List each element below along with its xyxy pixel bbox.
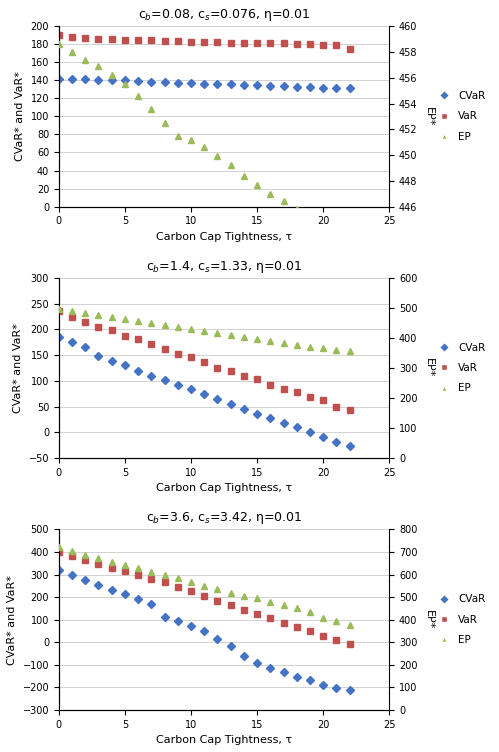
Y-axis label: EP*: EP* <box>424 107 434 126</box>
Y-axis label: CVaR* and VaR*: CVaR* and VaR* <box>7 575 17 665</box>
X-axis label: Carbon Cap Tightness, τ: Carbon Cap Tightness, τ <box>156 484 292 493</box>
Y-axis label: CVaR* and VaR*: CVaR* and VaR* <box>13 323 23 413</box>
X-axis label: Carbon Cap Tightness, τ: Carbon Cap Tightness, τ <box>156 232 292 242</box>
Y-axis label: EP*: EP* <box>424 610 434 629</box>
Title: c$_{b}$=1.4, c$_{s}$=1.33, η=0.01: c$_{b}$=1.4, c$_{s}$=1.33, η=0.01 <box>146 259 302 274</box>
Title: c$_{b}$=0.08, c$_{s}$=0.076, η=0.01: c$_{b}$=0.08, c$_{s}$=0.076, η=0.01 <box>138 7 310 23</box>
Y-axis label: EP*: EP* <box>424 359 434 378</box>
Legend: CVaR, VaR, EP: CVaR, VaR, EP <box>434 594 486 645</box>
X-axis label: Carbon Cap Tightness, τ: Carbon Cap Tightness, τ <box>156 735 292 745</box>
Title: c$_{b}$=3.6, c$_{s}$=3.42, η=0.01: c$_{b}$=3.6, c$_{s}$=3.42, η=0.01 <box>146 510 302 526</box>
Legend: CVaR, VaR, EP: CVaR, VaR, EP <box>434 343 486 393</box>
Legend: CVaR, VaR, EP: CVaR, VaR, EP <box>434 91 486 142</box>
Y-axis label: CVaR* and VaR*: CVaR* and VaR* <box>15 71 25 162</box>
